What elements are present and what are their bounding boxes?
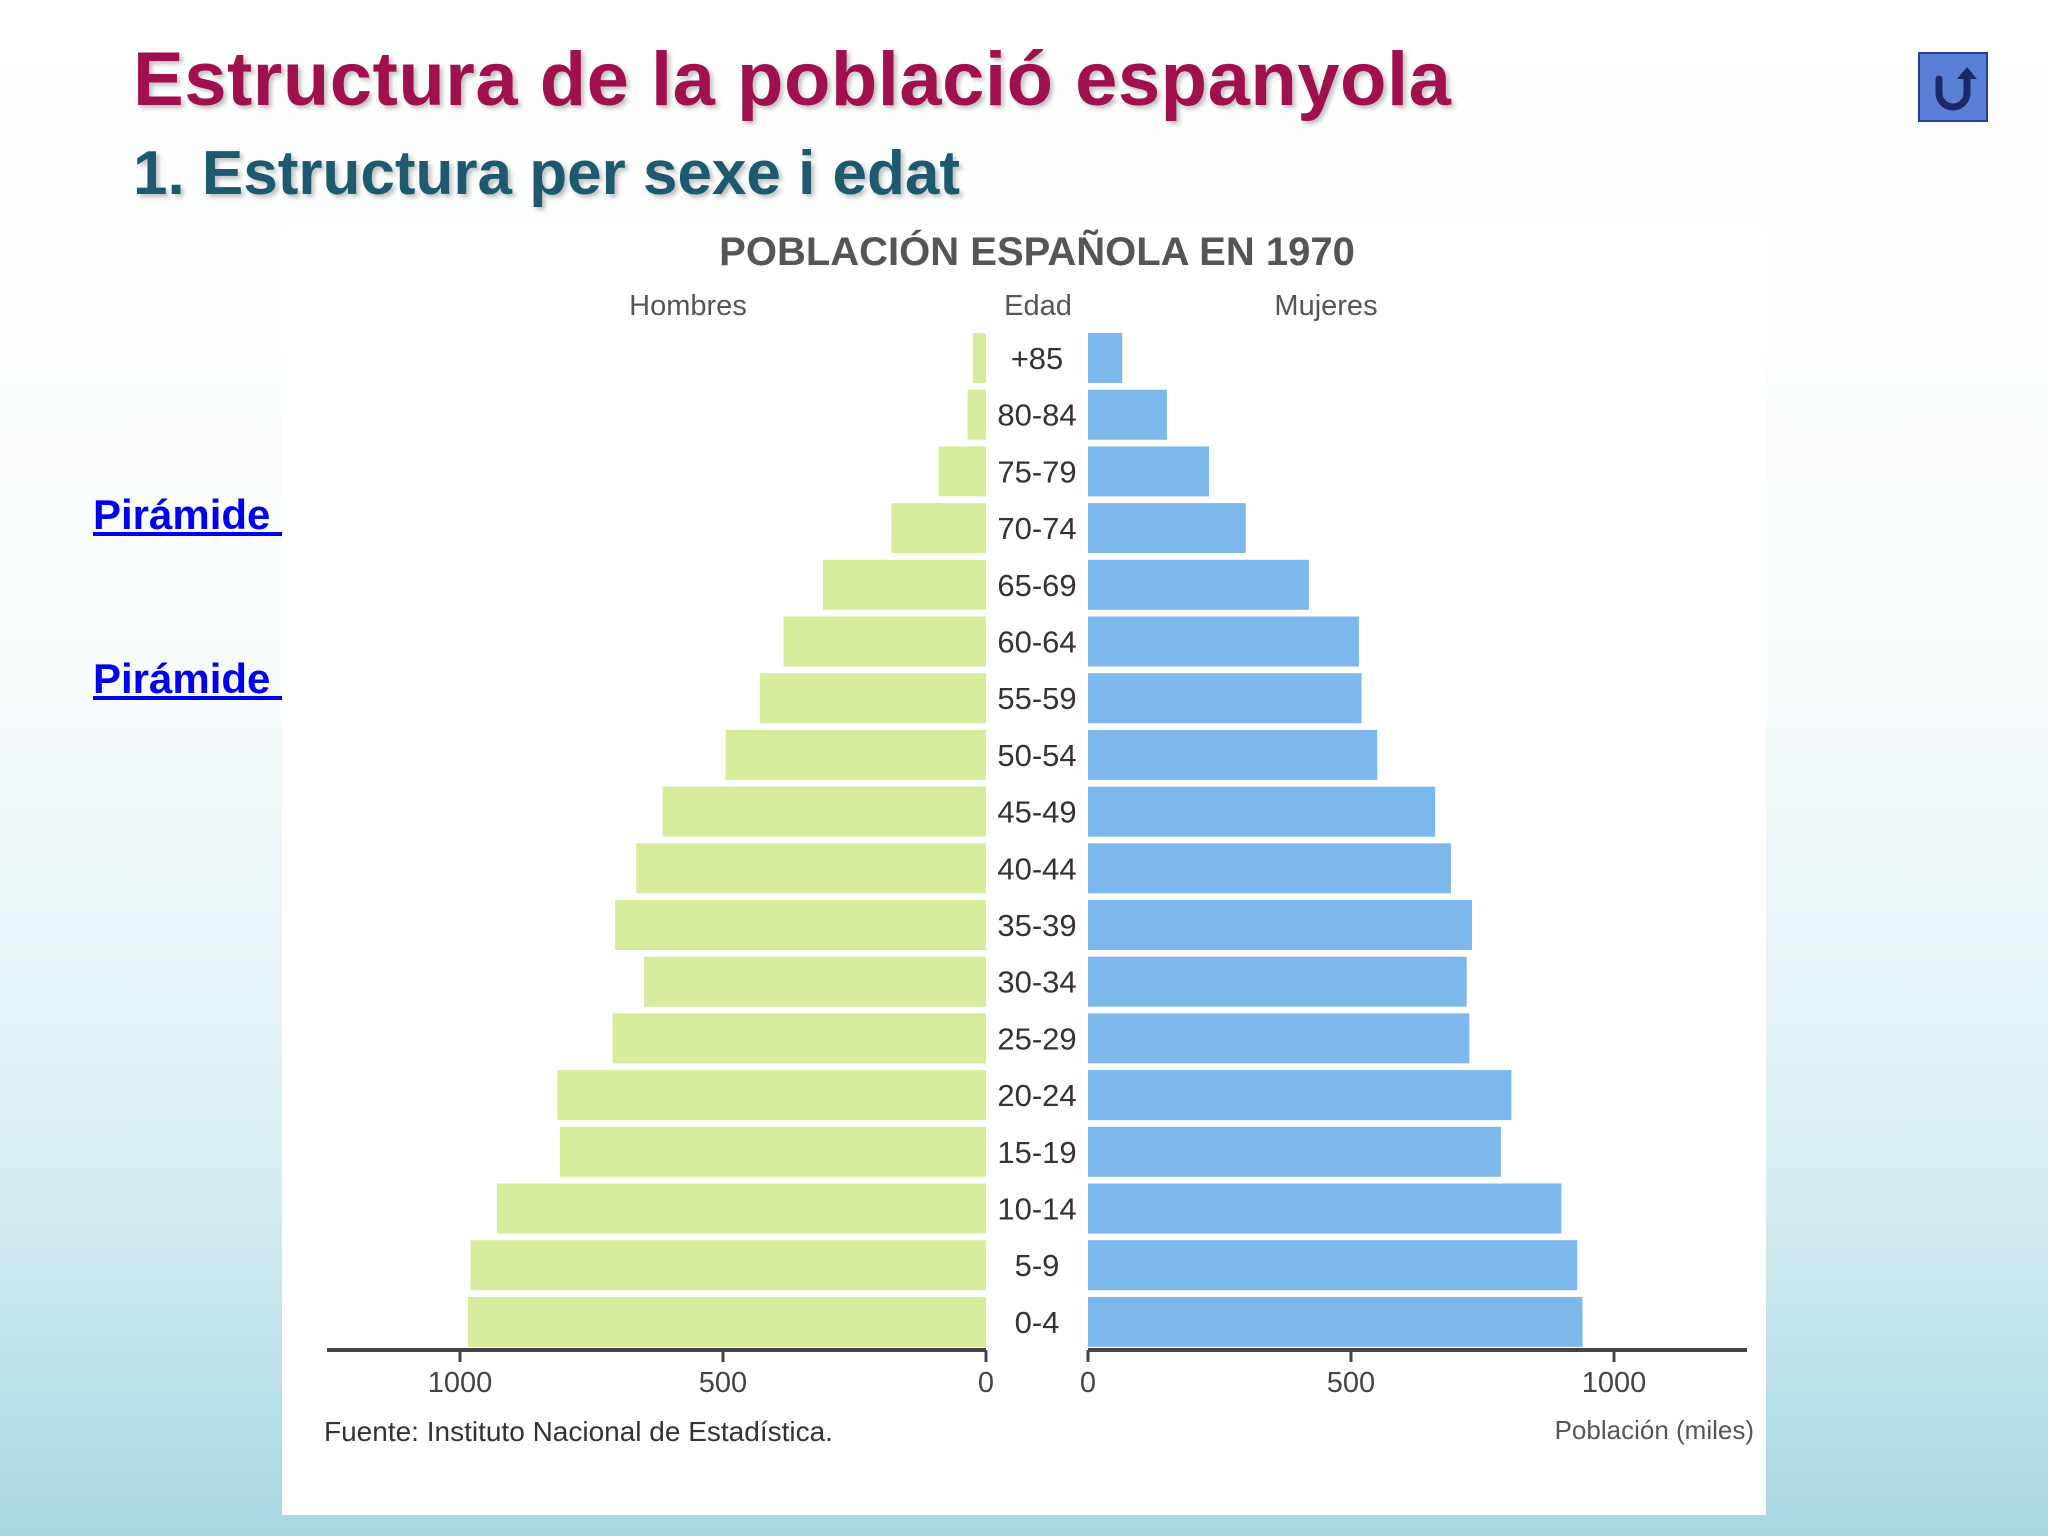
age-label-10-14: 10-14 (997, 1192, 1076, 1227)
bar-men-25-29 (612, 1013, 986, 1064)
bar-women-25-29 (1088, 1013, 1470, 1064)
tick-label-men-1000: 1000 (428, 1367, 493, 1399)
bar-women-75-79 (1088, 446, 1209, 497)
source-note: Fuente: Instituto Nacional de Estadístic… (324, 1416, 833, 1447)
header-age: Edad (1004, 290, 1072, 322)
age-label-65-69: 65-69 (997, 568, 1076, 603)
x-axis-label: Población (miles) (1555, 1415, 1754, 1445)
bar-men-0-4 (467, 1296, 986, 1347)
age-label-35-39: 35-39 (997, 908, 1076, 943)
pyramid-figure: +85 80-84 75-79 70-74 65-69 60-64 55-59 50-54 45… (282, 225, 1766, 1515)
slide-title: Estructura de la població espanyola (133, 37, 1452, 122)
bar-women-15-19 (1088, 1126, 1501, 1177)
bar-women-0-4 (1088, 1296, 1583, 1347)
header-women: Mujeres (1274, 290, 1377, 322)
bar-women-10-14 (1088, 1183, 1562, 1234)
bar-men-45-49 (662, 786, 986, 837)
tick-label-men-0: 0 (978, 1367, 994, 1399)
bar-women-50-54 (1088, 729, 1378, 780)
bar-men-60-64 (783, 616, 986, 667)
bar-women-35-39 (1088, 900, 1472, 950)
bar-women-30-34 (1088, 956, 1467, 1007)
age-label-80-84: 80-84 (997, 398, 1076, 433)
bar-men-50-54 (725, 729, 986, 780)
bar-men-40-44 (636, 843, 986, 894)
bar-men-35-39 (615, 900, 986, 950)
tick-label-women-0: 0 (1080, 1367, 1096, 1399)
tick-label-women-1000: 1000 (1582, 1367, 1647, 1399)
age-label-30-34: 30-34 (997, 965, 1076, 1000)
bar-men-55-59 (759, 673, 986, 724)
bar-men-20-24 (557, 1070, 986, 1121)
bar-women-20-24 (1088, 1070, 1512, 1121)
bar-men-80-84 (967, 389, 986, 440)
back-button[interactable] (1918, 52, 1988, 122)
bar-men-30-34 (644, 956, 986, 1007)
bar-women-+85 (1088, 333, 1123, 383)
population-pyramid-chart: +85 80-84 75-79 70-74 65-69 60-64 55-59 50-54 45… (324, 228, 1754, 1447)
age-label-+85: +85 (1011, 341, 1064, 376)
age-label-25-29: 25-29 (997, 1021, 1076, 1056)
bar-women-45-49 (1088, 786, 1436, 837)
age-label-50-54: 50-54 (997, 738, 1076, 773)
tick-label-women-500: 500 (1327, 1367, 1375, 1399)
bar-women-55-59 (1088, 673, 1362, 724)
age-label-45-49: 45-49 (997, 795, 1076, 830)
age-label-20-24: 20-24 (997, 1078, 1076, 1113)
bar-men-70-74 (891, 503, 986, 554)
bar-men-+85 (972, 333, 986, 383)
slide-subtitle: 1. Estructura per sexe i edat (133, 139, 961, 208)
bar-men-65-69 (822, 559, 986, 610)
age-label-15-19: 15-19 (997, 1135, 1076, 1170)
bar-women-40-44 (1088, 843, 1451, 894)
return-arrow-icon (1935, 67, 1977, 111)
chart-title: POBLACIÓN ESPAÑOLA EN 1970 (719, 228, 1355, 274)
bar-women-60-64 (1088, 616, 1359, 667)
bar-women-65-69 (1088, 559, 1309, 610)
bar-men-75-79 (938, 446, 986, 497)
bar-women-70-74 (1088, 503, 1246, 554)
bar-men-10-14 (496, 1183, 986, 1234)
age-label-40-44: 40-44 (997, 851, 1076, 886)
age-label-55-59: 55-59 (997, 681, 1076, 716)
tick-label-men-500: 500 (699, 1367, 747, 1399)
header-men: Hombres (629, 290, 747, 322)
bar-men-15-19 (559, 1126, 986, 1177)
age-label-0-4: 0-4 (1015, 1305, 1060, 1340)
age-label-5-9: 5-9 (1015, 1248, 1060, 1283)
age-label-70-74: 70-74 (997, 511, 1076, 546)
age-label-75-79: 75-79 (997, 454, 1076, 489)
bar-women-5-9 (1088, 1240, 1578, 1291)
bar-women-80-84 (1088, 389, 1167, 440)
bar-men-5-9 (470, 1240, 986, 1291)
age-label-60-64: 60-64 (997, 625, 1076, 660)
